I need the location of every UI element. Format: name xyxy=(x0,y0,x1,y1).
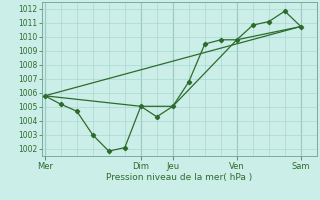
X-axis label: Pression niveau de la mer( hPa ): Pression niveau de la mer( hPa ) xyxy=(106,173,252,182)
